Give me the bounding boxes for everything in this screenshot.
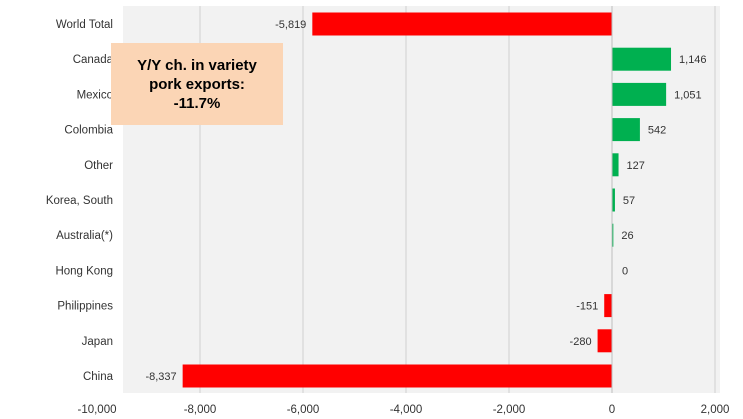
x-tick-label: 2,000: [701, 404, 730, 416]
x-tick-labels: -10,000 -8,000 -6,000 -4,000 -2,000 0 2,000: [77, 404, 729, 416]
x-tick-label: 0: [609, 404, 615, 416]
bar: [612, 47, 672, 71]
category-label: Japan: [82, 336, 113, 348]
category-label: World Total: [56, 19, 113, 31]
data-label: 0: [622, 265, 628, 277]
annotation-line-1: Y/Y ch. in variety: [137, 56, 257, 74]
category-label: Philippines: [57, 301, 113, 313]
category-label: Canada: [73, 54, 114, 66]
category-labels: World Total Canada Mexico Colombia Other Kore…: [46, 19, 114, 383]
data-label: 57: [623, 195, 635, 207]
category-label: Korea, South: [46, 195, 113, 207]
data-label: 1,146: [679, 54, 707, 66]
annotation-line-3: -11.7%: [173, 94, 221, 112]
category-label: Colombia: [64, 125, 113, 137]
bar: [597, 329, 612, 353]
bar: [612, 153, 619, 177]
data-label: -151: [576, 301, 598, 313]
x-tick-label: -4,000: [390, 404, 423, 416]
data-label: 127: [627, 160, 645, 172]
x-tick-label: -6,000: [287, 404, 320, 416]
data-label: 26: [621, 230, 633, 242]
bar: [312, 12, 612, 36]
x-tick-label: -8,000: [184, 404, 217, 416]
data-labels: -5,819 1,146 1,051 542 127 57 26 0 -151 -280 -8,33…: [145, 19, 706, 383]
category-label: Australia(*): [56, 230, 113, 242]
x-tick-label: -2,000: [493, 404, 526, 416]
annotation-line-2: pork exports:: [149, 75, 245, 93]
bar: [182, 364, 612, 388]
x-tick-label: -10,000: [77, 404, 116, 416]
data-label: -5,819: [275, 19, 306, 31]
bars: [182, 6, 672, 393]
bar: [612, 82, 667, 106]
bar: [612, 188, 615, 212]
category-label: China: [83, 371, 114, 383]
bar: [604, 294, 612, 318]
data-label: -8,337: [145, 371, 176, 383]
data-label: 1,051: [674, 89, 702, 101]
data-label: 542: [648, 125, 666, 137]
category-label: Mexico: [77, 89, 113, 101]
annotation-box: Y/Y ch. in variety pork exports: -11.7%: [111, 43, 283, 125]
category-label: Hong Kong: [55, 265, 113, 277]
data-label: -280: [570, 336, 592, 348]
bar: [612, 118, 640, 142]
category-label: Other: [84, 160, 113, 172]
bar: [612, 223, 614, 247]
